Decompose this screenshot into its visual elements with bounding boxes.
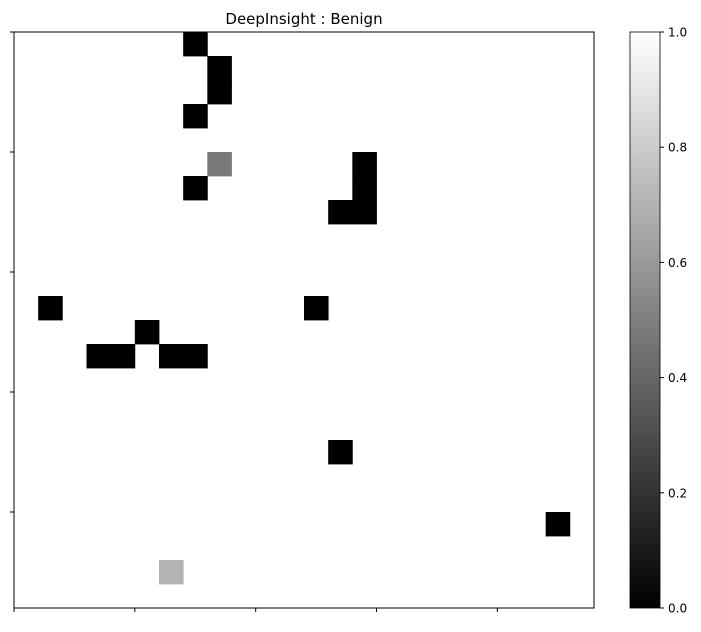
colorbar-tick-label: 0.0 bbox=[668, 602, 687, 616]
heatmap-cell bbox=[207, 80, 232, 105]
heatmap-cell bbox=[159, 344, 184, 369]
heatmap-cell bbox=[38, 296, 63, 321]
heatmap-cell bbox=[159, 560, 184, 585]
heatmap-cell bbox=[304, 296, 329, 321]
heatmap-cell bbox=[352, 176, 377, 201]
colorbar-tick-label: 0.8 bbox=[668, 141, 687, 155]
colorbar-tick-label: 1.0 bbox=[668, 26, 687, 40]
heatmap-cell bbox=[545, 512, 571, 537]
colorbar-tick-label: 0.6 bbox=[668, 256, 687, 270]
heatmap-cell bbox=[207, 152, 232, 177]
heatmap-cell bbox=[328, 200, 353, 225]
colorbar-tick-label: 0.2 bbox=[668, 486, 687, 500]
heatmap-cell bbox=[86, 344, 112, 369]
heatmap-cell bbox=[183, 176, 208, 201]
colorbar-tick-label: 0.4 bbox=[668, 371, 687, 385]
heatmap-cell bbox=[183, 104, 208, 129]
heatmap-cell bbox=[183, 344, 208, 369]
colorbar-gradient bbox=[629, 31, 661, 609]
heatmap-plot-area bbox=[14, 32, 594, 608]
heatmap-cell bbox=[352, 200, 377, 225]
colorbar: 0.0 0.2 0.4 0.6 0.8 1.0 bbox=[629, 26, 687, 616]
heatmap-axes bbox=[10, 31, 595, 612]
heatmap-cell bbox=[207, 56, 232, 81]
heatmap-cell bbox=[352, 152, 377, 177]
heatmap-cell bbox=[134, 320, 160, 345]
chart-title: DeepInsight : Benign bbox=[225, 10, 382, 28]
heatmap-cell bbox=[110, 344, 136, 369]
heatmap-cell bbox=[183, 32, 208, 57]
heatmap-cell bbox=[328, 440, 353, 465]
plot-frame bbox=[13, 31, 595, 609]
